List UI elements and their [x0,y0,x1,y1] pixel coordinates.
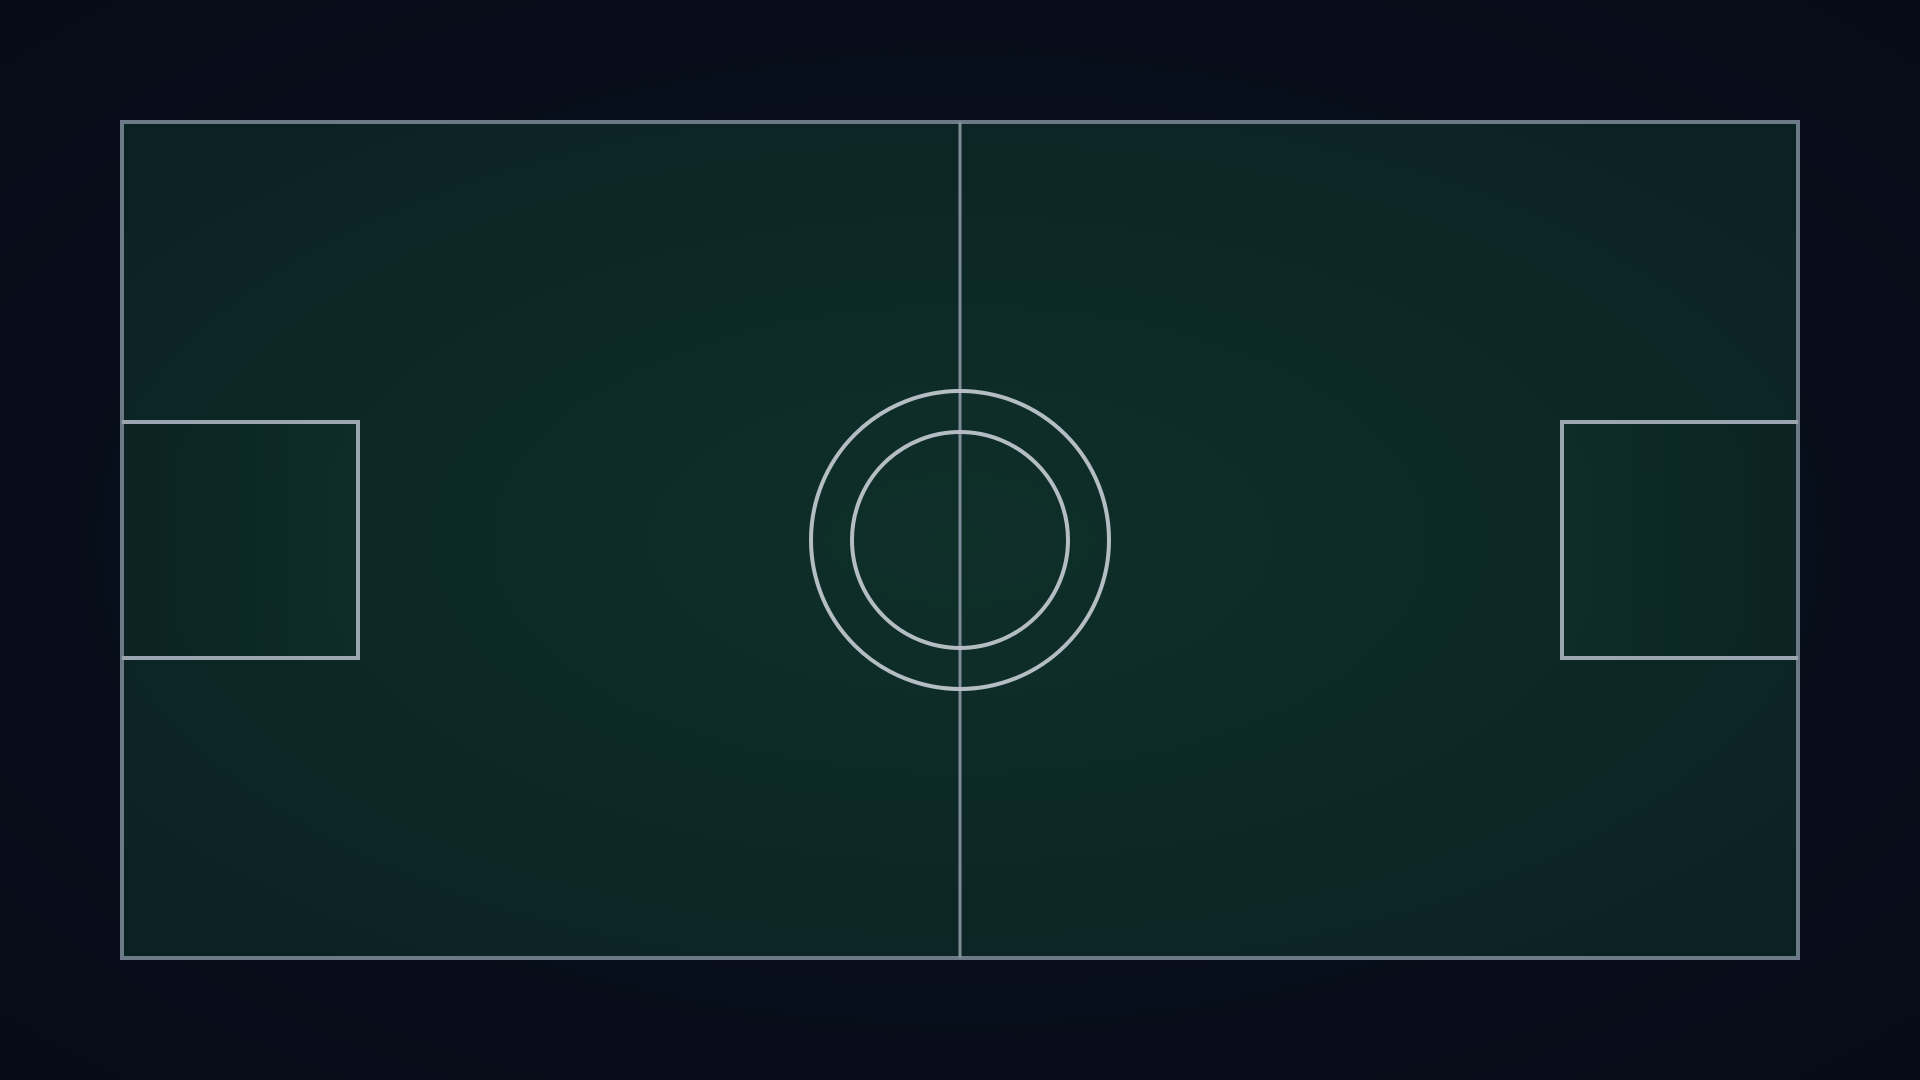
center-circle-outer [809,389,1111,691]
center-circle-inner [850,430,1070,650]
left-goal-area [122,420,360,660]
right-goal-area-fill [1562,422,1796,658]
left-goal-area-fill [124,422,358,658]
right-goal-area [1560,420,1798,660]
